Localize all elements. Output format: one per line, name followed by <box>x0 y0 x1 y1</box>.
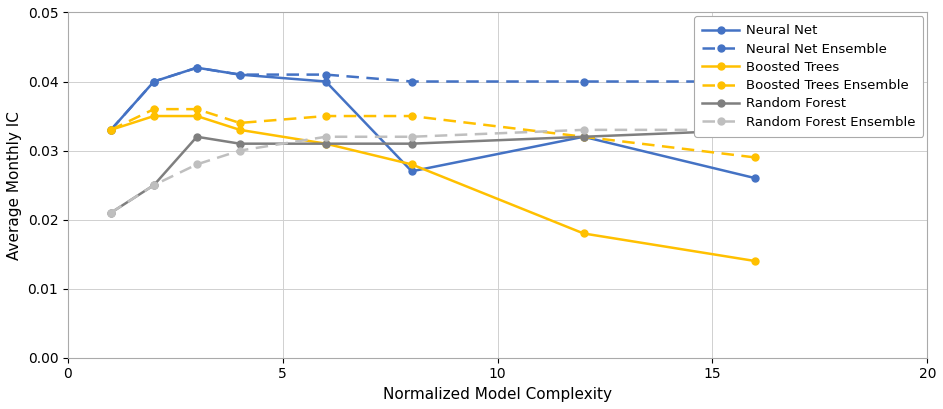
Neural Net Ensemble <box>750 79 761 84</box>
Random Forest Ensemble <box>578 128 589 133</box>
Neural Net Ensemble <box>106 128 117 133</box>
Line: Boosted Trees Ensemble: Boosted Trees Ensemble <box>108 106 759 161</box>
Random Forest <box>406 141 418 146</box>
Neural Net Ensemble <box>406 79 418 84</box>
Line: Boosted Trees: Boosted Trees <box>108 112 759 265</box>
Boosted Trees <box>106 128 117 133</box>
Line: Neural Net Ensemble: Neural Net Ensemble <box>108 64 759 133</box>
Boosted Trees Ensemble <box>234 121 245 126</box>
Line: Random Forest Ensemble: Random Forest Ensemble <box>108 126 759 216</box>
Boosted Trees Ensemble <box>320 114 331 119</box>
Neural Net <box>106 128 117 133</box>
Random Forest <box>750 128 761 133</box>
Boosted Trees <box>578 231 589 236</box>
Random Forest <box>148 183 159 188</box>
Random Forest <box>106 210 117 215</box>
Random Forest Ensemble <box>234 148 245 153</box>
Y-axis label: Average Monthly IC: Average Monthly IC <box>7 111 22 260</box>
Random Forest <box>191 134 203 139</box>
Neural Net Ensemble <box>148 79 159 84</box>
Neural Net Ensemble <box>234 72 245 77</box>
Line: Random Forest: Random Forest <box>108 126 759 216</box>
Neural Net Ensemble <box>320 72 331 77</box>
Random Forest Ensemble <box>750 128 761 133</box>
Random Forest <box>234 141 245 146</box>
Neural Net <box>320 79 331 84</box>
Boosted Trees Ensemble <box>106 128 117 133</box>
Neural Net Ensemble <box>191 65 203 70</box>
Neural Net <box>406 169 418 174</box>
Random Forest Ensemble <box>148 183 159 188</box>
Random Forest Ensemble <box>106 210 117 215</box>
Boosted Trees Ensemble <box>578 134 589 139</box>
Neural Net Ensemble <box>578 79 589 84</box>
Boosted Trees <box>750 258 761 263</box>
Neural Net <box>191 65 203 70</box>
X-axis label: Normalized Model Complexity: Normalized Model Complexity <box>383 387 612 402</box>
Neural Net <box>148 79 159 84</box>
Boosted Trees <box>191 114 203 119</box>
Boosted Trees <box>234 128 245 133</box>
Boosted Trees <box>320 141 331 146</box>
Neural Net <box>578 134 589 139</box>
Random Forest <box>578 134 589 139</box>
Boosted Trees Ensemble <box>750 155 761 160</box>
Legend: Neural Net, Neural Net Ensemble, Boosted Trees, Boosted Trees Ensemble, Random F: Neural Net, Neural Net Ensemble, Boosted… <box>694 16 923 137</box>
Neural Net <box>234 72 245 77</box>
Boosted Trees Ensemble <box>191 107 203 112</box>
Boosted Trees <box>406 162 418 167</box>
Boosted Trees <box>148 114 159 119</box>
Boosted Trees Ensemble <box>148 107 159 112</box>
Random Forest Ensemble <box>406 134 418 139</box>
Neural Net <box>750 176 761 181</box>
Random Forest Ensemble <box>320 134 331 139</box>
Random Forest Ensemble <box>191 162 203 167</box>
Random Forest <box>320 141 331 146</box>
Boosted Trees Ensemble <box>406 114 418 119</box>
Line: Neural Net: Neural Net <box>108 64 759 182</box>
